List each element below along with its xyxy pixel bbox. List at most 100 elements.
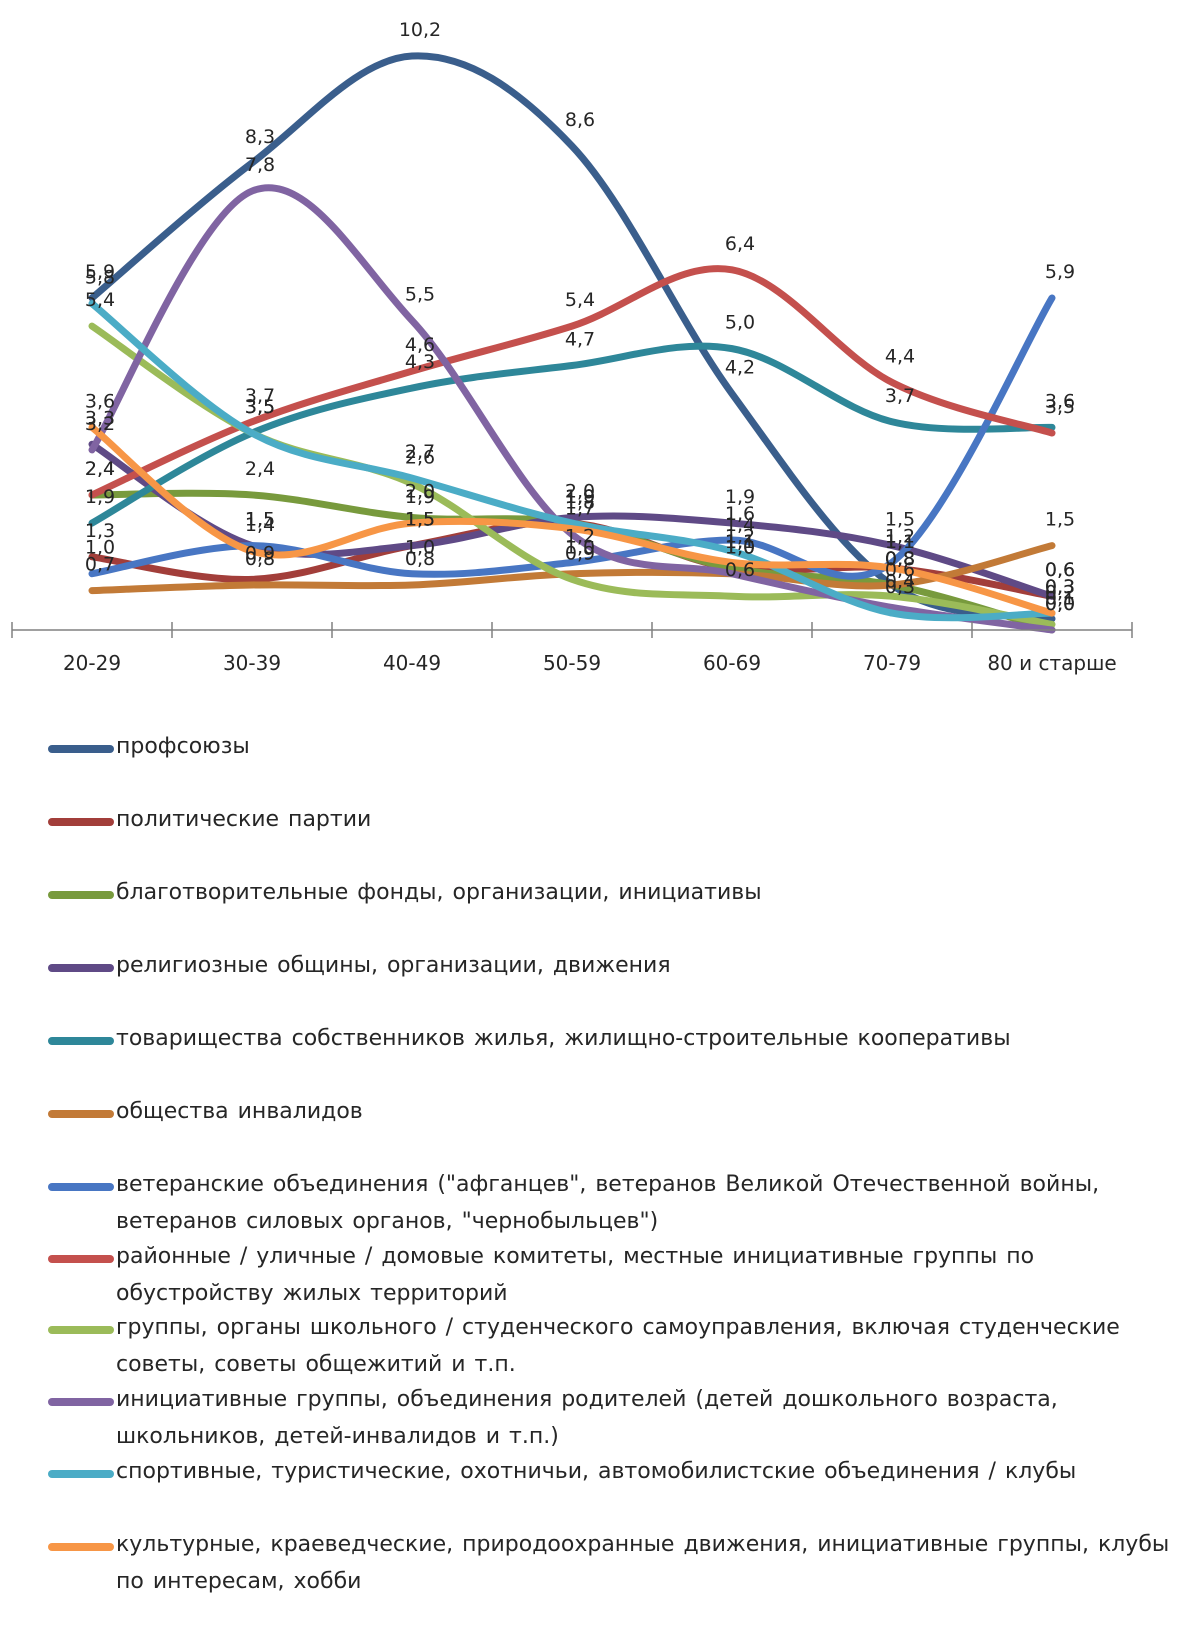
data-label: 2,0 [565,480,595,502]
data-label: 1,5 [1045,509,1075,531]
data-label: 8,3 [245,126,275,148]
data-label: 0,0 [1045,593,1075,615]
data-label: 0,8 [885,548,915,570]
data-label: 1,2 [565,525,595,547]
data-label: 3,7 [885,385,915,407]
legend-swatch [48,1255,114,1263]
legend-label: общества инвалидов [116,1099,363,1124]
data-label: 2,4 [245,458,275,480]
data-label: 3,6 [85,390,115,412]
legend-label: политические партии [116,807,372,832]
x-tick-label: 50-59 [543,651,601,675]
legend-item: товарищества собственников жилья, жилищн… [48,1024,1188,1057]
data-label: 5,9 [1045,261,1075,283]
data-label: 1,1 [885,531,915,553]
series-line [88,423,1056,617]
data-label: 2,7 [405,441,435,463]
data-label: 1,3 [85,520,115,542]
data-label: 0,1 [1045,587,1075,609]
legend-swatch [48,1543,114,1551]
data-label: 5,9 [85,261,115,283]
legend-label: религиозные общины, организации, движени… [116,953,671,978]
data-label: 0,4 [885,570,915,592]
data-label: 2,6 [405,447,435,469]
data-label: 10,2 [399,19,441,41]
legend-label: благотворительные фонды, организации, ин… [116,880,762,905]
legend-swatch [48,745,114,753]
legend-label: спортивные, туристические, охотничьи, ав… [116,1459,1077,1484]
data-label: 5,4 [85,289,115,311]
data-label: 4,4 [885,345,915,367]
legend-label: ветеранские объединения ("афганцев", вет… [116,1172,1100,1234]
data-label: 1,2 [725,525,755,547]
data-label: 1,1 [885,531,915,553]
legend-swatch [48,1326,114,1334]
data-label: 5,4 [565,289,595,311]
data-label: 1,9 [725,486,755,508]
data-label: 1,0 [565,537,595,559]
data-label: 8,6 [565,109,595,131]
data-label: 1,7 [565,497,595,519]
legend-swatch [48,964,114,972]
legend-swatch [48,818,114,826]
data-label: 5,8 [85,267,115,289]
data-label: 1,4 [245,514,275,536]
data-label: 1,5 [245,509,275,531]
legend-label: культурные, краеведческие, природоохранн… [116,1532,1170,1594]
data-label: 1,9 [565,486,595,508]
data-labels: 5,98,310,28,64,20,80,21,30,91,51,91,1 1,1… [85,19,1075,615]
data-label: 0,0 [1045,593,1075,615]
data-label: 2,0 [405,480,435,502]
data-label: 1,9 [565,486,595,508]
data-label: 2,4 [85,458,115,480]
legend-label: товарищества собственников жилья, жилищн… [116,1026,1011,1051]
legend-swatch [48,1183,114,1191]
legend-item: религиозные общины, организации, движени… [48,951,1188,984]
data-label: 1,5 [405,509,435,531]
line-chart: 20-29 30-39 40-49 50-59 60-69 70-79 80 и старш… [11,19,1133,675]
x-tick-label: 40-49 [383,651,441,675]
data-label: 3,6 [1045,390,1075,412]
data-label: 0,7 [85,554,115,576]
data-label: 1,0 [725,537,755,559]
data-label: 0,6 [1045,559,1075,581]
data-label: 1,9 [85,486,115,508]
data-label: 1,4 [725,514,755,536]
x-tick-label: 70-79 [863,651,921,675]
data-label: 7,8 [245,154,275,176]
data-label: 3,5 [1045,396,1075,418]
series-line [88,300,1056,622]
data-label: 4,3 [405,351,435,373]
data-label: 3,7 [245,385,275,407]
data-label: 0,8 [885,548,915,570]
data-label: 5,0 [725,312,755,334]
series-line [88,184,1056,634]
data-label: 0,8 [245,548,275,570]
legend-swatch [48,1470,114,1478]
legend-label: группы, органы школьного / студенческого… [116,1315,1120,1377]
data-label: 1,0 [405,537,435,559]
data-label: 0,3 [1045,576,1075,598]
data-label: 6,4 [725,233,755,255]
data-label: 3,5 [245,396,275,418]
data-label: 1,5 [885,509,915,531]
data-label: 2,4 [85,458,115,480]
series-line [88,265,1056,499]
data-label: 3,3 [85,407,115,429]
data-label: 1,0 [85,537,115,559]
data-label: 0,6 [725,559,755,581]
data-label: 1,5 [405,509,435,531]
data-label: 1,1 [725,531,755,553]
legend-label: инициативные группы, объединения родител… [116,1387,1058,1449]
data-label: 4,7 [565,329,595,351]
legend-swatch [48,1110,114,1118]
data-label: 3,5 [245,396,275,418]
legend-swatch [48,1037,114,1045]
legend-item: политические партии [48,805,1188,838]
data-label: 1,6 [725,503,755,525]
series-line [88,542,1056,595]
legend-item: профсоюзы [48,732,1188,765]
data-label: 0,8 [885,548,915,570]
data-label: 0,9 [565,542,595,564]
data-label: 5,5 [405,283,435,305]
